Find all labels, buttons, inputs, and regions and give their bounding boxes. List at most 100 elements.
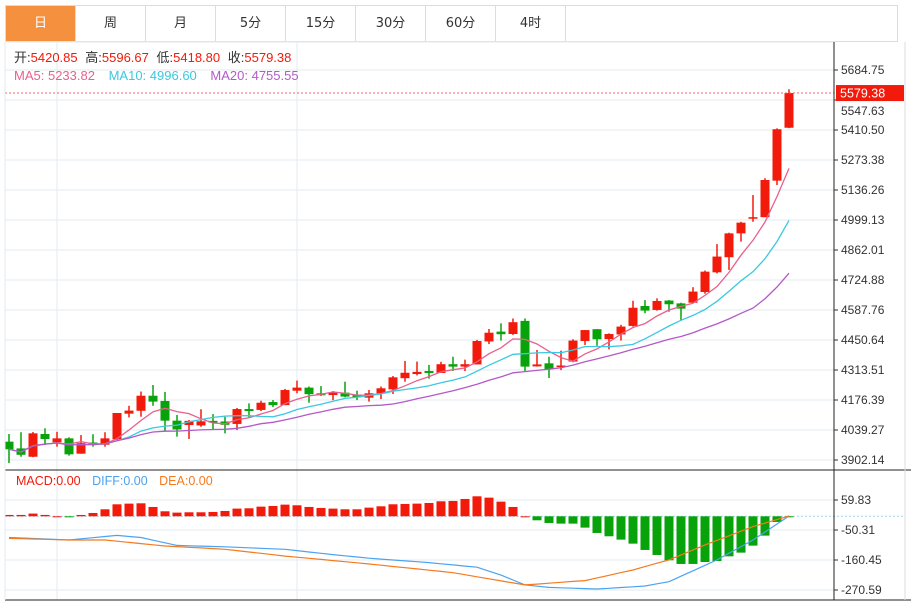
macd-bar	[400, 503, 410, 517]
macd-info: MACD:0.00 DIFF:0.00 DEA:0.00	[16, 474, 221, 488]
candle-body	[484, 332, 494, 342]
candle-body	[232, 409, 242, 424]
candle-body	[340, 392, 350, 397]
macd-bar	[556, 516, 566, 524]
candle-body	[40, 433, 50, 440]
tab-4hour[interactable]: 4时	[496, 6, 566, 41]
low-value: 低:5418.80	[156, 50, 221, 65]
close-value: 收:5579.38	[227, 50, 292, 65]
grid	[5, 42, 834, 600]
macd-bar	[484, 497, 494, 517]
macd-y-tick-label: -50.31	[841, 523, 875, 537]
ma10-line	[8, 220, 790, 453]
ma5-value: MA5: 5233.82	[14, 68, 95, 83]
tab-30min[interactable]: 30分	[356, 6, 426, 41]
candle-body	[652, 300, 662, 310]
macd-bar	[640, 516, 650, 550]
macd-bar	[232, 508, 242, 517]
macd-value: MACD:0.00	[16, 474, 81, 488]
y-tick-label: 5273.38	[841, 153, 885, 167]
candle-body	[472, 341, 482, 365]
candle-body	[688, 291, 698, 303]
y-tick-label: 4313.51	[841, 363, 885, 377]
candle-body	[112, 412, 122, 440]
macd-bar	[268, 505, 278, 517]
macd-bar	[664, 516, 674, 561]
y-tick-label: 4039.27	[841, 423, 885, 437]
candle-body	[208, 420, 218, 423]
open-value: 开:5420.85	[14, 50, 78, 65]
tab-5min[interactable]: 5分	[216, 6, 286, 41]
macd-y-tick-label: -270.59	[841, 583, 882, 597]
macd-bar	[256, 506, 266, 517]
macd-bar	[712, 516, 722, 561]
candle-body	[580, 330, 590, 342]
candle-body	[460, 364, 470, 367]
candle-body	[4, 441, 14, 450]
macd-bar	[28, 513, 38, 517]
ma20-value: MA20: 4755.55	[210, 68, 299, 83]
macd-bar	[424, 502, 434, 517]
macd-bar	[340, 509, 350, 517]
candle-body	[160, 400, 170, 421]
macd-bar	[124, 503, 134, 517]
macd-bar	[508, 506, 518, 517]
macd-bar	[40, 514, 50, 517]
tab-day[interactable]: 日	[6, 6, 76, 41]
tab-15min[interactable]: 15分	[286, 6, 356, 41]
macd-bar	[316, 507, 326, 517]
candle-body	[424, 370, 434, 373]
macd-bar	[304, 506, 314, 517]
tab-week[interactable]: 周	[76, 6, 146, 41]
macd-bar	[436, 501, 446, 517]
candle-body	[256, 402, 266, 410]
candle-body	[328, 392, 338, 396]
macd-bar	[52, 516, 62, 518]
candle-body	[196, 421, 206, 426]
y-tick-label: 4176.39	[841, 393, 885, 407]
candle-body	[724, 233, 734, 258]
y-tick-label: 4450.64	[841, 333, 885, 347]
macd-bar	[76, 514, 86, 517]
macd-bar	[64, 516, 74, 518]
candle-body	[520, 320, 530, 367]
y-tick-label: 5136.26	[841, 183, 885, 197]
candle-body	[76, 443, 86, 454]
macd-bar	[532, 516, 542, 521]
candle-body	[664, 300, 674, 305]
ma5-line	[8, 168, 790, 453]
macd-bar	[4, 514, 14, 517]
macd-bar	[784, 516, 794, 518]
candle-body	[100, 438, 110, 445]
tab-60min[interactable]: 60分	[426, 6, 496, 41]
ma10-value: MA10: 4996.60	[108, 68, 197, 83]
macd-bar	[364, 507, 374, 517]
macd-bar	[412, 503, 422, 517]
macd-bar	[136, 503, 146, 517]
macd-bar	[196, 512, 206, 517]
candle-body	[124, 410, 134, 414]
candle-body	[148, 395, 158, 402]
y-tick-label: 4724.88	[841, 273, 885, 287]
candle-body	[592, 329, 602, 340]
macd-bar	[460, 498, 470, 517]
macd-y-tick-label: -160.45	[841, 553, 882, 567]
last-price-badge	[836, 85, 904, 102]
candle-body	[280, 390, 290, 406]
ohlc-info: 开:5420.85 高:5596.67 低:5418.80 收:5579.38 …	[14, 49, 303, 85]
candle-body	[628, 307, 638, 326]
macd-bar	[292, 505, 302, 517]
candle-body	[184, 420, 194, 426]
macd-y-tick-label: 59.83	[841, 493, 871, 507]
macd-bar	[568, 516, 578, 524]
macd-bar	[616, 516, 626, 540]
candle-body	[508, 322, 518, 335]
tab-month[interactable]: 月	[146, 6, 216, 41]
y-tick-label: 4587.76	[841, 303, 885, 317]
macd-bar	[328, 508, 338, 517]
period-tabs: 日 周 月 5分 15分 30分 60分 4时	[5, 5, 898, 42]
candle-body	[436, 364, 446, 373]
candle-body	[376, 388, 386, 394]
